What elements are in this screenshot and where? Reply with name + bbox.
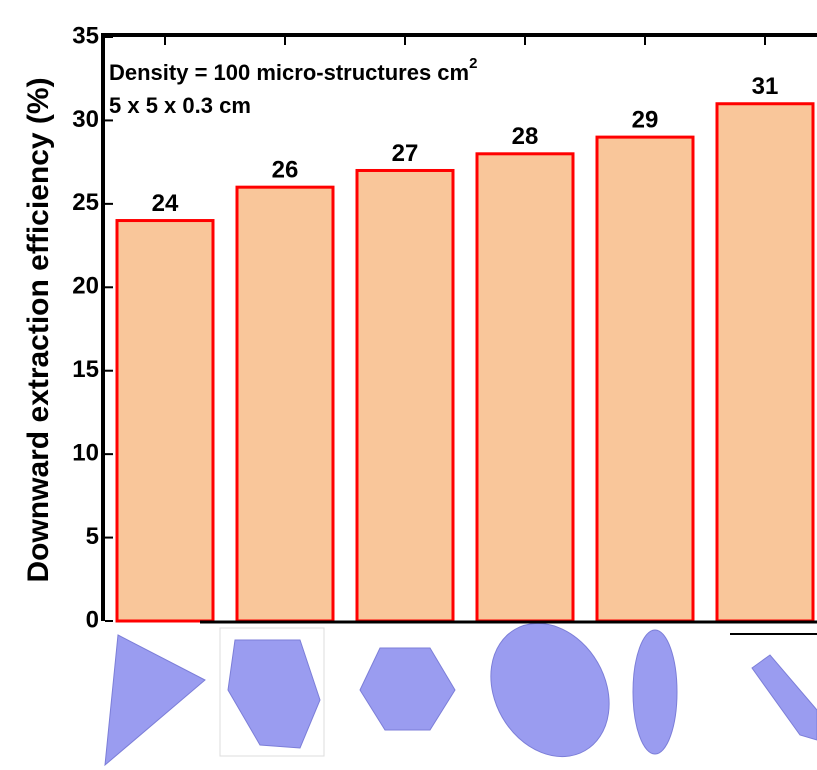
shape-lens [633,630,677,754]
y-tick-label: 0 [86,606,99,633]
bar [357,170,453,621]
bar [717,104,813,621]
data-label: 31 [752,73,779,100]
annotation: 5 x 5 x 0.3 cm [109,93,251,118]
bar [237,187,333,621]
bar [117,221,213,621]
y-tick-label: 20 [72,273,99,300]
data-label: 27 [392,140,419,167]
y-tick-label: 10 [72,439,99,466]
shape-disk [467,602,632,770]
y-tick-label: 25 [72,189,99,216]
shape-images [105,602,817,770]
bar [597,137,693,621]
annotation-superscript: 2 [469,55,477,72]
y-tick-label: 30 [72,106,99,133]
y-axis-label: Downward extraction efficiency (%) [22,77,55,582]
y-tick-label: 15 [72,356,99,383]
page: Downward extraction efficiency (%) Densi… [0,0,817,770]
annotation-text: Density = 100 micro-structures cm [109,60,469,85]
bar [477,154,573,621]
annotation: Density = 100 micro-structures cm2 [109,55,477,85]
shape-pyramid [105,635,205,765]
data-label: 24 [152,190,179,217]
data-label: 29 [632,106,659,133]
data-label: 28 [512,123,539,150]
y-tick-label: 35 [72,22,99,49]
chart: Downward extraction efficiency (%) Densi… [0,0,817,770]
y-tick-label: 5 [86,523,99,550]
shape-octagon [360,648,455,730]
shape-prism [752,655,817,740]
data-label: 26 [272,157,299,184]
